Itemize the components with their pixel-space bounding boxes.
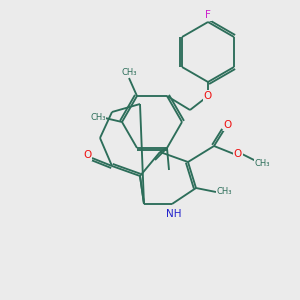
Text: O: O [224, 120, 232, 130]
Text: F: F [205, 10, 211, 20]
Text: O: O [83, 150, 91, 160]
Text: CH₃: CH₃ [121, 68, 137, 76]
Text: NH: NH [166, 209, 182, 219]
Text: CH₃: CH₃ [254, 158, 270, 167]
Text: O: O [234, 149, 242, 159]
Text: O: O [204, 91, 212, 101]
Text: CH₃: CH₃ [90, 113, 106, 122]
Text: CH₃: CH₃ [216, 188, 232, 196]
